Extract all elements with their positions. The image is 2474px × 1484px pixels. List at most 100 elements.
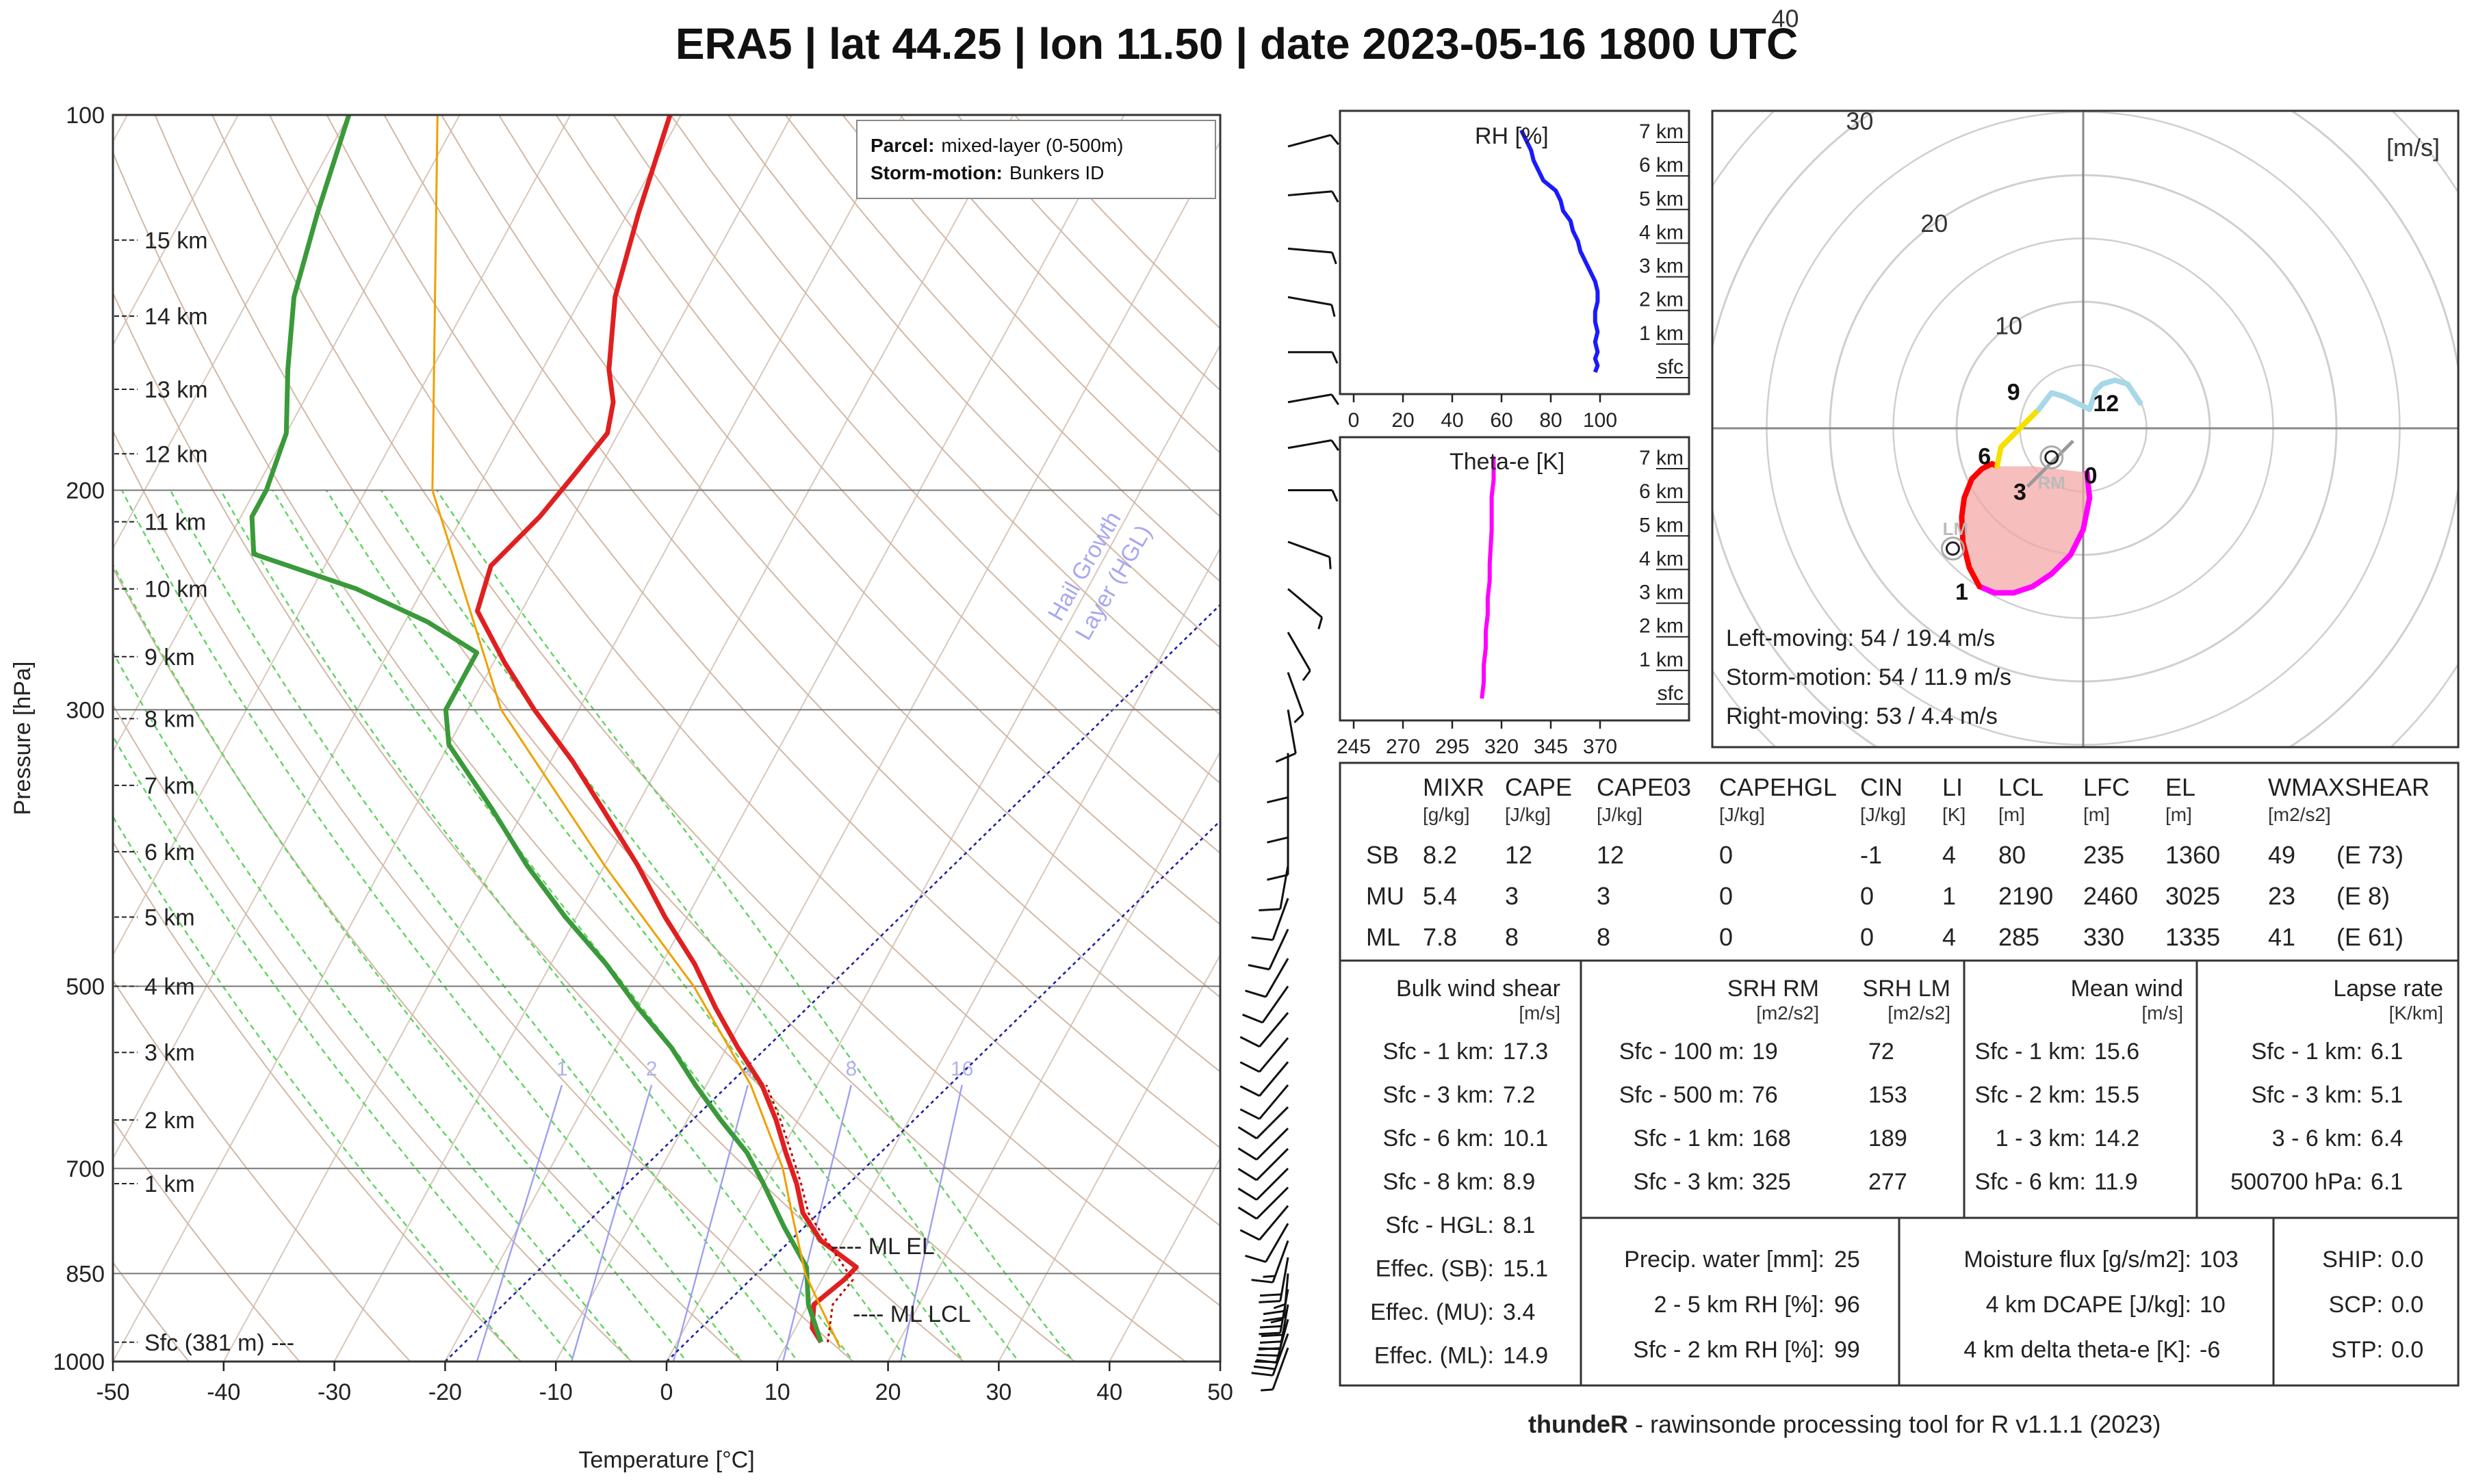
hodo-ring-label: 30 xyxy=(1846,107,1873,135)
ml-el-label: ---- ML EL xyxy=(831,1234,935,1260)
moisture-label: 4 km DCAPE [J/kg]: xyxy=(1986,1292,2191,1318)
legend-parcel-value: mixed-layer (0-500m) xyxy=(941,135,1123,156)
hodo-ring-label: 20 xyxy=(1920,209,1948,237)
profile-y-tick-label: 6 km xyxy=(1639,480,1684,503)
moisture-label: Moisture flux [g/s/m2]: xyxy=(1963,1247,2191,1273)
pressure-tick-label: 850 xyxy=(66,1261,105,1287)
x-tick-label: -20 xyxy=(428,1379,462,1405)
profile-y-tick-label: 7 km xyxy=(1639,447,1684,469)
table-cell: 235 xyxy=(2083,841,2124,869)
bulk-label: Effec. (MU): xyxy=(1370,1299,1494,1325)
lapse-value: 6.4 xyxy=(2371,1125,2403,1151)
table-header: MIXR xyxy=(1423,773,1484,801)
precip-value: 96 xyxy=(1834,1292,1860,1318)
table-cell: 12 xyxy=(1505,841,1532,869)
table-cell: 1360 xyxy=(2165,841,2220,869)
meanwind-value: 15.5 xyxy=(2094,1082,2139,1108)
x-tick-label: -40 xyxy=(207,1379,240,1405)
bulk-label: Effec. (ML): xyxy=(1374,1343,1494,1369)
ml-lcl-label: ---- ML LCL xyxy=(853,1301,971,1327)
bulk-value: 7.2 xyxy=(1503,1082,1535,1108)
barb-flag xyxy=(1259,1348,1280,1349)
bulk-value: 15.1 xyxy=(1503,1256,1548,1282)
profile-x-tick-label: 20 xyxy=(1391,409,1414,432)
pressure-tick-label: 1000 xyxy=(53,1349,105,1375)
table-cell: 1335 xyxy=(2165,923,2220,951)
table-cell: 41 xyxy=(2268,923,2295,951)
meanwind-value: 11.9 xyxy=(2094,1169,2138,1195)
barb-flag xyxy=(1263,1276,1276,1277)
srh-rm-value: 168 xyxy=(1752,1125,1791,1151)
moisture-value: 10 xyxy=(2200,1292,2226,1318)
moisture-value: -6 xyxy=(2200,1337,2220,1363)
height-label: 3 km xyxy=(144,1040,195,1066)
x-tick-label: 30 xyxy=(985,1379,1011,1405)
profile-y-tick-label: 3 km xyxy=(1639,255,1684,278)
hodo-ring-label: 40 xyxy=(1771,5,1799,33)
meanwind-label: Sfc - 1 km: xyxy=(1975,1039,2086,1065)
mixing-ratio-label: 16 xyxy=(951,1058,973,1080)
table-unit: [K] xyxy=(1942,804,1966,825)
profile-y-tick-label: 2 km xyxy=(1639,289,1684,311)
lapse-value: 5.1 xyxy=(2371,1082,2403,1108)
profile-y-tick-label: 3 km xyxy=(1639,582,1684,604)
hodo-right-moving: Right-moving: 53 / 4.4 m/s xyxy=(1726,703,1998,729)
table-header: CAPE03 xyxy=(1597,773,1691,801)
profile-x-tick-label: 295 xyxy=(1435,736,1469,758)
profile-y-tick-label: 6 km xyxy=(1639,154,1684,177)
table-cell: 2190 xyxy=(1998,882,2053,910)
height-label: 2 km xyxy=(144,1108,195,1134)
profile-y-tick-label: 5 km xyxy=(1639,514,1684,536)
index-label: STP: xyxy=(2331,1337,2383,1363)
index-value: 0.0 xyxy=(2391,1292,2423,1318)
table-cell: 285 xyxy=(1998,923,2039,951)
profile-x-tick-label: 0 xyxy=(1348,409,1360,432)
table-row-label: ML xyxy=(1366,923,1400,951)
hodo-left-moving: Left-moving: 54 / 19.4 m/s xyxy=(1726,625,1995,651)
footer-brand: thundeR xyxy=(1528,1410,1628,1438)
srh-lm-value: 189 xyxy=(1868,1125,1907,1151)
pressure-tick-label: 100 xyxy=(66,103,105,129)
profile-y-tick-label: sfc xyxy=(1658,682,1684,705)
legend-motion-value: Bunkers ID xyxy=(1009,162,1105,183)
meanwind-label: Sfc - 6 km: xyxy=(1975,1169,2086,1195)
pressure-tick-label: 500 xyxy=(66,974,105,1000)
lapse-value: 6.1 xyxy=(2371,1039,2403,1065)
table-cell: 7.8 xyxy=(1423,923,1457,951)
precip-label: 2 - 5 km RH [%]: xyxy=(1654,1292,1825,1318)
height-label: 4 km xyxy=(144,974,195,1000)
table-cell: 0 xyxy=(1719,882,1733,910)
hodo-point-label: 6 xyxy=(1978,444,1991,470)
height-label: 12 km xyxy=(144,441,208,467)
bulk-value: 10.1 xyxy=(1503,1125,1548,1151)
mixing-ratio-label: 8 xyxy=(845,1058,857,1080)
srh-lm-unit: [m2/s2] xyxy=(1887,1002,1950,1024)
hodo-point-label: 12 xyxy=(2093,391,2119,417)
table-unit: [m] xyxy=(2083,804,2110,825)
profile-y-tick-label: 7 km xyxy=(1639,120,1684,143)
srh-lm-value: 72 xyxy=(1868,1039,1894,1065)
height-label: 13 km xyxy=(144,377,208,403)
barb-flag xyxy=(1261,1335,1283,1336)
table-cell: 4 xyxy=(1942,841,1956,869)
mixing-ratio-label: 2 xyxy=(646,1058,658,1080)
index-label: SCP: xyxy=(2329,1292,2383,1318)
lapse-unit: [K/km] xyxy=(2389,1002,2443,1024)
table-unit: [J/kg] xyxy=(1860,804,1906,825)
x-tick-label: -30 xyxy=(318,1379,351,1405)
table-cell: 0 xyxy=(1860,882,1874,910)
svg-text:Storm-motion:Bunkers ID: Storm-motion:Bunkers ID xyxy=(871,162,1104,183)
srh-rm-header: SRH RM xyxy=(1727,976,1819,1002)
skewt-legend: Parcel: mixed-layer (0-500m) Storm-motion… xyxy=(857,120,1215,198)
legend-parcel-label: Parcel: xyxy=(871,135,934,156)
hodo-unit: [m/s] xyxy=(2386,133,2440,161)
table-header: CAPEHGL xyxy=(1719,773,1837,801)
index-value: 0.0 xyxy=(2391,1337,2423,1363)
table-header: EL xyxy=(2165,773,2195,801)
height-label: 7 km xyxy=(144,773,195,799)
moisture-label: 4 km delta theta-e [K]: xyxy=(1963,1337,2191,1363)
profile-y-tick-label: 2 km xyxy=(1639,615,1684,638)
x-tick-label: 10 xyxy=(764,1379,790,1405)
profile-x-tick-label: 100 xyxy=(1583,409,1617,432)
precip-label: Precip. water [mm]: xyxy=(1624,1247,1825,1273)
